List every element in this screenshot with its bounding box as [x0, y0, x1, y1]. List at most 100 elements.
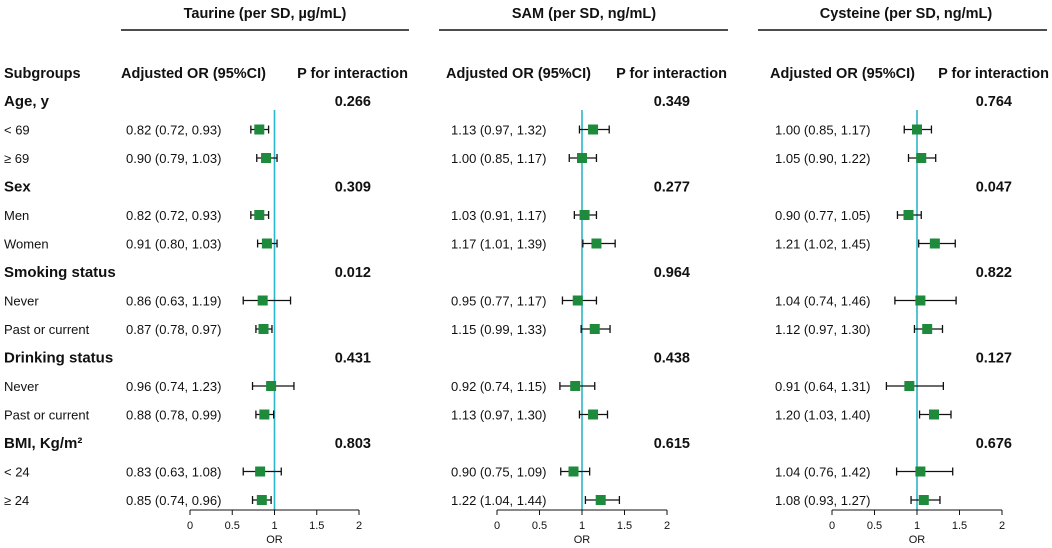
x-tick-label: 0	[829, 520, 835, 532]
panel-title: SAM (per SD, ng/mL)	[512, 6, 656, 22]
or-ci-text: 0.90 (0.79, 1.03)	[126, 151, 221, 166]
subgroup-label: Men	[4, 208, 29, 223]
p-value: 0.277	[654, 180, 690, 196]
p-value: 0.803	[335, 436, 371, 452]
or-ci-text: 0.90 (0.77, 1.05)	[775, 208, 870, 223]
subgroup-label: < 69	[4, 123, 30, 138]
p-value: 0.309	[335, 180, 371, 196]
p-value: 0.438	[654, 351, 690, 367]
x-tick-label: 2	[664, 520, 670, 532]
x-axis-label: OR	[909, 534, 926, 546]
or-marker	[922, 324, 933, 334]
p-value: 0.012	[335, 265, 371, 281]
p-value: 0.676	[976, 436, 1012, 452]
or-marker	[588, 124, 599, 135]
p-value: 0.431	[335, 351, 371, 367]
or-ci-text: 1.13 (0.97, 1.32)	[451, 123, 546, 138]
x-tick-label: 1	[271, 520, 277, 532]
or-marker	[568, 466, 579, 477]
subgroup-label: Past or current	[4, 322, 90, 337]
x-tick-label: 1.5	[617, 520, 632, 532]
or-marker	[254, 210, 265, 220]
subgroups-header: Subgroups	[4, 66, 81, 82]
group-label: Sex	[4, 179, 31, 196]
or-marker	[588, 409, 599, 420]
x-tick-label: 0.5	[532, 520, 547, 532]
or-ci-text: 1.12 (0.97, 1.30)	[775, 322, 870, 337]
group-label: BMI, Kg/m²	[4, 435, 82, 452]
x-tick-label: 1	[914, 520, 920, 532]
or-marker	[258, 324, 269, 334]
or-marker	[254, 124, 265, 135]
x-tick-label: 0.5	[867, 520, 882, 532]
subgroup-label: < 24	[4, 465, 30, 480]
or-marker	[915, 295, 926, 306]
or-marker	[257, 295, 268, 306]
or-ci-text: 1.17 (1.01, 1.39)	[451, 237, 546, 252]
subgroup-label: Women	[4, 237, 49, 252]
or-marker	[915, 466, 926, 477]
or-marker	[261, 153, 272, 163]
subgroup-label: ≥ 24	[4, 493, 29, 508]
or-ci-text: 0.88 (0.78, 0.99)	[126, 408, 221, 423]
or-ci-text: 0.86 (0.63, 1.19)	[126, 294, 221, 309]
or-ci-text: 0.91 (0.64, 1.31)	[775, 379, 870, 394]
or-ci-text: 0.91 (0.80, 1.03)	[126, 237, 221, 252]
or-ci-text: 0.95 (0.77, 1.17)	[451, 294, 546, 309]
x-tick-label: 0	[187, 520, 193, 532]
x-tick-label: 0	[494, 520, 500, 532]
x-axis-label: OR	[574, 534, 591, 546]
p-interaction-header: P for interaction	[616, 66, 727, 82]
group-label: Drinking status	[4, 350, 113, 367]
or-marker	[261, 238, 272, 249]
subgroup-label: ≥ 69	[4, 151, 29, 166]
or-marker	[570, 381, 581, 391]
panel-title: Cysteine (per SD, ng/mL)	[820, 6, 993, 22]
p-value: 0.349	[654, 94, 690, 110]
p-value: 0.764	[976, 94, 1012, 110]
p-value: 0.127	[976, 351, 1012, 367]
or-ci-text: 0.82 (0.72, 0.93)	[126, 123, 221, 138]
or-ci-text: 0.96 (0.74, 1.23)	[126, 379, 221, 394]
subgroup-label: Past or current	[4, 408, 90, 423]
or-ci-text: 0.85 (0.74, 0.96)	[126, 493, 221, 508]
or-marker	[266, 381, 277, 391]
subgroup-label: Never	[4, 294, 39, 309]
or-ci-text: 1.05 (0.90, 1.22)	[775, 151, 870, 166]
or-marker	[929, 409, 939, 420]
or-marker	[904, 381, 915, 391]
or-ci-text: 0.82 (0.72, 0.93)	[126, 208, 221, 223]
or-marker	[577, 153, 587, 163]
or-marker	[912, 124, 922, 135]
x-tick-label: 2	[356, 520, 362, 532]
panel-title: Taurine (per SD, µg/mL)	[184, 6, 347, 22]
x-axis-label: OR	[266, 534, 283, 546]
p-value: 0.615	[654, 436, 690, 452]
or-ci-text: 1.04 (0.76, 1.42)	[775, 465, 870, 480]
x-tick-label: 2	[999, 520, 1005, 532]
or-marker	[259, 409, 270, 420]
p-interaction-header: P for interaction	[297, 66, 408, 82]
or-marker	[589, 324, 600, 334]
or-ci-header: Adjusted OR (95%CI)	[121, 66, 266, 82]
or-ci-text: 1.20 (1.03, 1.40)	[775, 408, 870, 423]
group-label: Age, y	[4, 93, 50, 110]
x-tick-label: 1.5	[952, 520, 967, 532]
group-label: Smoking status	[4, 264, 116, 281]
or-ci-text: 1.00 (0.85, 1.17)	[775, 123, 870, 138]
or-marker	[595, 495, 606, 505]
or-marker	[256, 495, 267, 505]
or-ci-text: 1.03 (0.91, 1.17)	[451, 208, 546, 223]
p-value: 0.964	[654, 265, 690, 281]
p-value: 0.047	[976, 180, 1012, 196]
or-marker	[918, 495, 929, 505]
x-tick-label: 0.5	[225, 520, 240, 532]
p-value: 0.266	[335, 94, 371, 110]
or-ci-text: 1.00 (0.85, 1.17)	[451, 151, 546, 166]
or-marker	[903, 210, 914, 220]
or-ci-text: 0.90 (0.75, 1.09)	[451, 465, 546, 480]
or-ci-text: 1.15 (0.99, 1.33)	[451, 322, 546, 337]
or-ci-text: 1.13 (0.97, 1.30)	[451, 408, 546, 423]
or-marker	[255, 466, 266, 477]
